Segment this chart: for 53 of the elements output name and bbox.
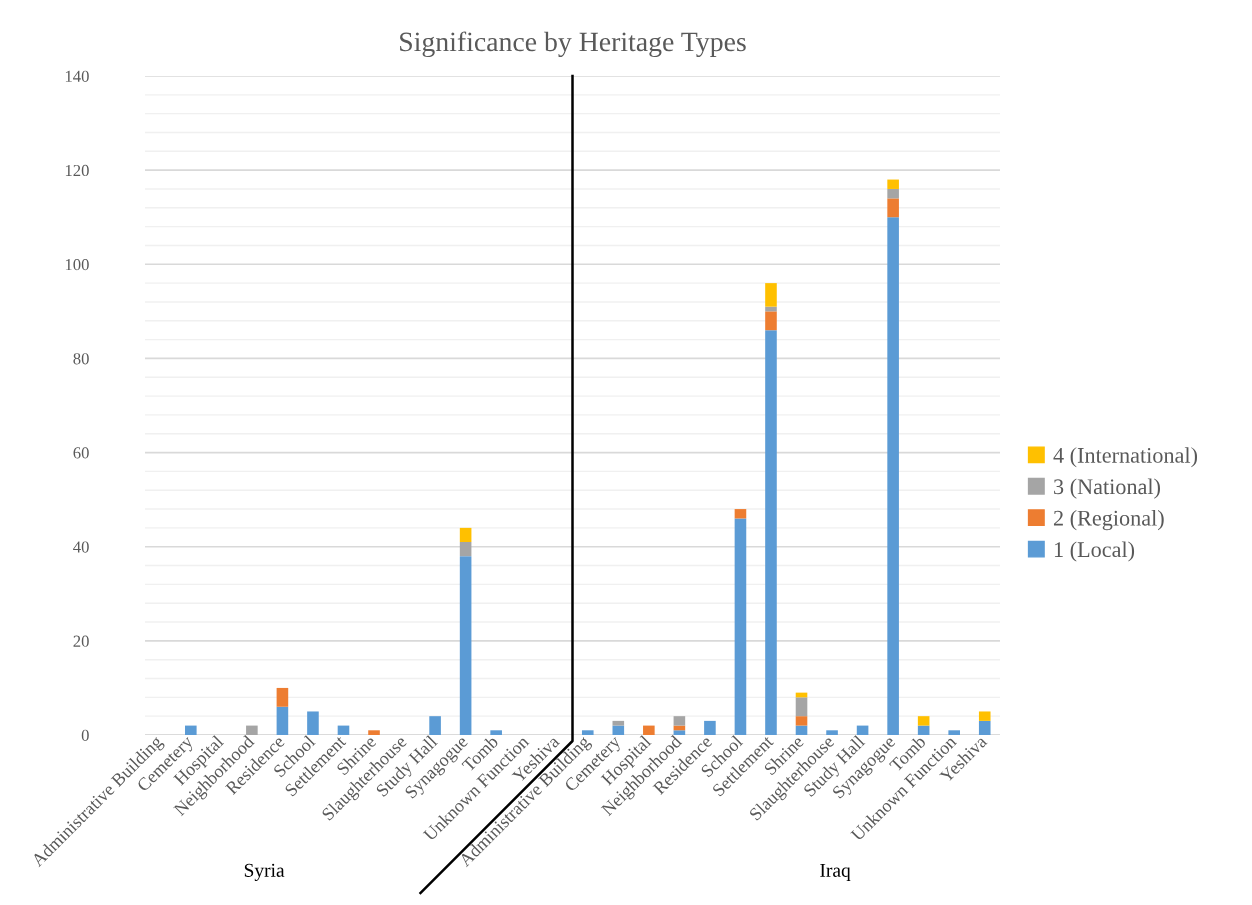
bar (795, 697, 808, 717)
bar (917, 725, 930, 735)
legend-label: 1 (Local) (1054, 541, 1135, 562)
y-tick-label: 20 (73, 635, 89, 647)
bar (276, 687, 289, 707)
bar (826, 730, 838, 735)
bar (612, 725, 625, 735)
bar (917, 716, 930, 726)
bar (887, 217, 899, 735)
bar (490, 730, 502, 735)
bar (765, 283, 777, 307)
bar (581, 730, 594, 735)
bar (337, 725, 350, 735)
bar (765, 311, 777, 331)
bar (887, 198, 899, 218)
bar (612, 720, 625, 726)
y-tick-label: 60 (73, 447, 89, 459)
text: Syria (244, 863, 285, 881)
bar (185, 725, 197, 735)
bar (765, 330, 777, 735)
bar (429, 716, 441, 735)
bar (459, 556, 472, 735)
y-tick-label: 80 (73, 353, 89, 365)
y-tick-label: 120 (65, 164, 89, 177)
bar (673, 730, 686, 735)
legend-label: 2 (Regional) (1053, 510, 1164, 531)
legend-label: 4 (International) (1053, 447, 1198, 468)
bar (643, 725, 655, 735)
bar (795, 725, 808, 735)
bar (795, 716, 808, 726)
legend-label: 3 (National) (1054, 478, 1160, 499)
chart-title: Significance by Heritage Types (400, 31, 746, 57)
bar (948, 730, 960, 735)
bar (459, 542, 472, 557)
bar (734, 509, 747, 519)
bar (276, 706, 289, 735)
y-tick-label: 40 (73, 541, 89, 553)
bar (978, 720, 991, 735)
y-tick-label: 140 (65, 70, 89, 82)
bar (978, 711, 991, 721)
bar (307, 711, 319, 735)
bar (856, 725, 869, 735)
bar (734, 518, 747, 735)
bar (459, 527, 472, 543)
y-tick-label: 100 (65, 258, 89, 271)
y-tick-label: 0 (81, 729, 89, 741)
bar (704, 720, 716, 735)
bar (887, 188, 899, 199)
bar (246, 725, 258, 735)
text: Iraq (820, 864, 851, 881)
bar (368, 730, 380, 735)
bar (887, 179, 899, 189)
bar (673, 716, 686, 726)
